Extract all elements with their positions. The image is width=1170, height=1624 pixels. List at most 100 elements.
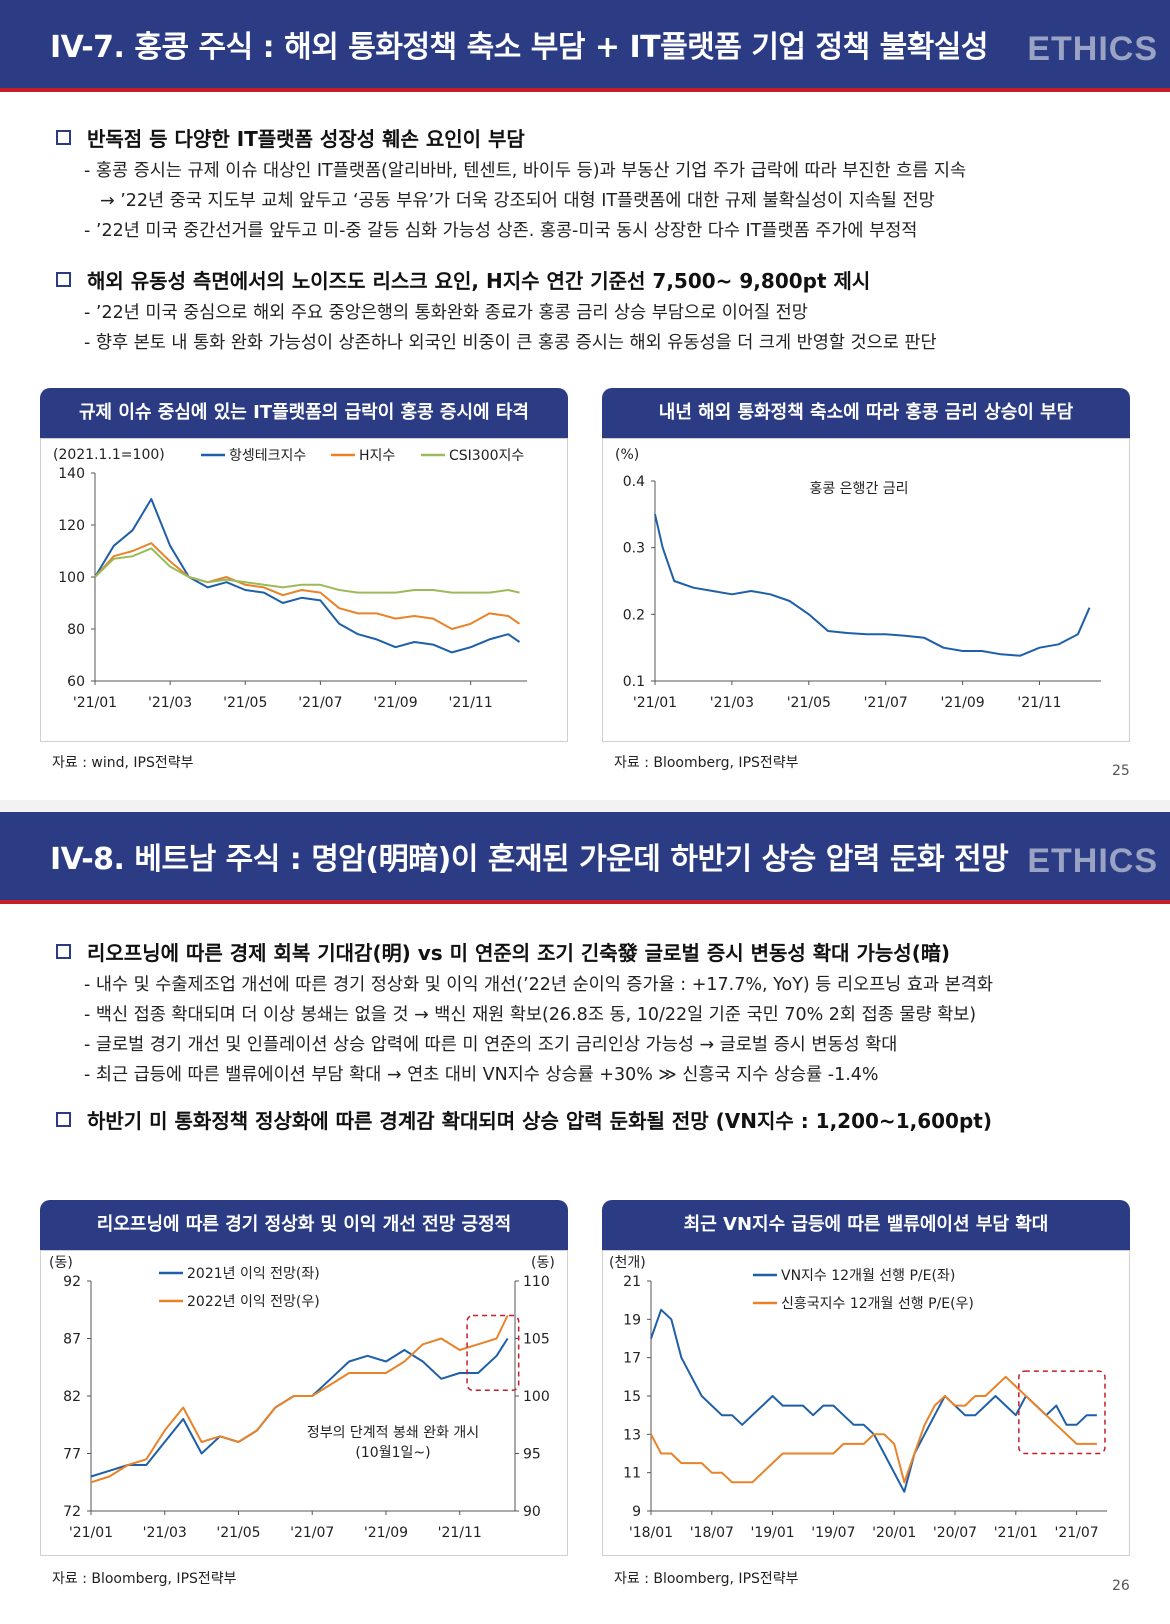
y-tick-label: 13 bbox=[623, 1427, 641, 1443]
bullet-item: - 홍콩 증시는 규제 이슈 대상인 IT플랫폼(알리바바, 텐센트, 바이두 … bbox=[84, 161, 967, 181]
chart-box: 0.1 0.2 0.3 0.4 '21/01 '21/03 '21/05 '21/07 '21/… bbox=[602, 438, 1130, 742]
bullet-item: - 글로벌 경기 개선 및 인플레이션 상승 압력에 따른 미 연준의 조기 금… bbox=[84, 1035, 898, 1055]
header-divider bbox=[0, 88, 1170, 92]
x-tick-label: '21/01 bbox=[633, 695, 677, 711]
y-tick-label-right: 105 bbox=[523, 1332, 550, 1348]
x-tick-label: '18/01 bbox=[629, 1525, 673, 1541]
legend-label: 신흥국지수 12개월 선행 P/E(우) bbox=[781, 1296, 974, 1312]
chart-hk-interbank-rate: 0.1 0.2 0.3 0.4 '21/01 '21/03 '21/05 '21/07 '21/… bbox=[615, 447, 1101, 711]
chart-title: 최근 VN지수 급등에 따른 밸류에이션 부담 확대 bbox=[602, 1200, 1130, 1250]
chart-panel-hk-rate: 내년 해외 통화정책 축소에 따라 홍콩 금리 상승이 부담 0.1 0.2 0.3… bbox=[602, 388, 1130, 742]
chart-annotation: 홍콩 은행간 금리 bbox=[809, 481, 908, 497]
page-title: IV-8. 베트남 주식 : 명암(明暗)이 혼재된 가운데 하반기 상승 압력… bbox=[50, 842, 1009, 877]
bullet-item: - 최근 급등에 따른 밸류에이션 부담 확대 → 연초 대비 VN지수 상승률… bbox=[84, 1065, 879, 1085]
chart-box: 60 80 100 120 140 '21/01 '21/03 '21/05 '21/07 '21… bbox=[40, 438, 568, 742]
series-line-2 bbox=[90, 1315, 509, 1484]
series-line-3 bbox=[94, 547, 520, 594]
bullet-item: - ’22년 미국 중심으로 해외 주요 중앙은행의 통화완화 종료가 홍콩 금… bbox=[84, 303, 808, 323]
y-tick-label: 87 bbox=[63, 1332, 81, 1348]
chart-panel-vn-pe: 최근 VN지수 급등에 따른 밸류에이션 부담 확대 9 11 13 15 17 19 21… bbox=[602, 1200, 1130, 1556]
y-unit-label: (2021.1.1=100) bbox=[53, 447, 165, 463]
y-tick-label: 21 bbox=[623, 1274, 641, 1290]
chart-box: 72 77 82 87 92 90 95 100 105 110 '21/01 '21/03 '21/0… bbox=[40, 1250, 568, 1556]
bullet-heading: 반독점 등 다양한 IT플랫폼 성장성 훼손 요인이 부담 bbox=[56, 122, 1136, 156]
y-tick-label-right: 90 bbox=[523, 1504, 541, 1520]
legend-label: VN지수 12개월 선행 P/E(좌) bbox=[781, 1268, 955, 1284]
bullet-heading: 하반기 미 통화정책 정상화에 따른 경계감 확대되며 상승 압력 둔화될 전망… bbox=[56, 1104, 1136, 1138]
bullet-item: → ’22년 중국 지도부 교체 앞두고 ‘공동 부유’가 더욱 강조되어 대형… bbox=[100, 191, 935, 211]
series-line-1 bbox=[94, 498, 521, 654]
bullet-item: - ’22년 미국 중간선거를 앞두고 미-중 갈등 심화 가능성 상존. 홍콩… bbox=[84, 221, 918, 241]
chart-annotation: (10월1일~) bbox=[355, 1445, 430, 1461]
x-tick-label: '21/07 bbox=[1054, 1525, 1098, 1541]
chart-source: 자료 : Bloomberg, IPS전략부 bbox=[614, 755, 799, 771]
legend-label: 2021년 이익 전망(좌) bbox=[187, 1266, 320, 1282]
y-tick-label: 0.1 bbox=[623, 674, 645, 690]
x-tick-label: '21/05 bbox=[216, 1525, 260, 1541]
series-line-2 bbox=[94, 542, 521, 630]
x-tick-label: '21/07 bbox=[298, 695, 342, 711]
chart-box: 9 11 13 15 17 19 21 '18/01 '18/07 '19/01 '19/07 '20… bbox=[602, 1250, 1130, 1556]
x-tick-label: '21/03 bbox=[143, 1525, 187, 1541]
page-number: 26 bbox=[1112, 1578, 1130, 1594]
y-tick-label: 100 bbox=[58, 570, 85, 586]
chart-vn-forward-pe: 9 11 13 15 17 19 21 '18/01 '18/07 '19/01 '19/07 '20… bbox=[609, 1255, 1107, 1541]
bullet-item: - 내수 및 수출제조업 개선에 따른 경기 정상화 및 이익 개선(’22년 … bbox=[84, 975, 993, 995]
y-tick-label: 0.2 bbox=[623, 607, 645, 623]
y-tick-label: 0.3 bbox=[623, 541, 645, 557]
checkbox-bullet-icon bbox=[56, 272, 71, 287]
y-tick-label-right: 95 bbox=[523, 1447, 541, 1463]
chart-hk-indices: 60 80 100 120 140 '21/01 '21/03 '21/05 '21/07 '21… bbox=[53, 447, 527, 711]
x-tick-label: '19/01 bbox=[750, 1525, 794, 1541]
x-tick-label: '21/07 bbox=[290, 1525, 334, 1541]
x-tick-label: '21/05 bbox=[787, 695, 831, 711]
y-tick-label: 9 bbox=[632, 1504, 641, 1520]
y-tick-label-right: 100 bbox=[523, 1389, 550, 1405]
x-tick-label: '21/11 bbox=[438, 1525, 482, 1541]
page-number: 25 bbox=[1112, 763, 1130, 779]
brand-logo: ETHICS bbox=[1027, 842, 1158, 880]
chart-panel-hk-stocks: 규제 이슈 중심에 있는 IT플랫폼의 급락이 홍콩 증시에 타격 60 80 10… bbox=[40, 388, 568, 742]
bullet-heading: 리오프닝에 따른 경제 회복 기대감(明) vs 미 연준의 조기 긴축發 글로… bbox=[56, 936, 1136, 970]
bullet-item: - 백신 접종 확대되며 더 이상 봉쇄는 없을 것 → 백신 재원 확보(26… bbox=[84, 1005, 977, 1025]
y-tick-label: 0.4 bbox=[623, 474, 645, 490]
x-tick-label: '21/05 bbox=[223, 695, 267, 711]
y-tick-label: 82 bbox=[63, 1389, 81, 1405]
y-tick-label: 140 bbox=[58, 466, 85, 482]
x-tick-label: '21/01 bbox=[69, 1525, 113, 1541]
legend-label: CSI300지수 bbox=[449, 448, 524, 464]
x-tick-label: '21/03 bbox=[710, 695, 754, 711]
x-tick-label: '20/07 bbox=[933, 1525, 977, 1541]
y-tick-label: 80 bbox=[67, 622, 85, 638]
y-tick-label: 11 bbox=[623, 1466, 641, 1482]
y-unit-label-right: (동) bbox=[531, 1255, 555, 1271]
x-tick-label: '20/01 bbox=[872, 1525, 916, 1541]
y-tick-label: 72 bbox=[63, 1504, 81, 1520]
x-tick-label: '21/09 bbox=[373, 695, 417, 711]
y-tick-label-right: 110 bbox=[523, 1274, 550, 1290]
bullet-section: 리오프닝에 따른 경제 회복 기대감(明) vs 미 연준의 조기 긴축發 글로… bbox=[56, 936, 1136, 1138]
legend-label: H지수 bbox=[359, 448, 395, 464]
series-line-1 bbox=[90, 1337, 509, 1478]
checkbox-bullet-icon bbox=[56, 944, 71, 959]
series-line-1 bbox=[654, 514, 1091, 657]
chart-source: 자료 : wind, IPS전략부 bbox=[52, 755, 194, 771]
x-tick-label: '21/11 bbox=[1017, 695, 1061, 711]
legend-label: 2022년 이익 전망(우) bbox=[187, 1294, 320, 1310]
y-tick-label: 15 bbox=[623, 1389, 641, 1405]
checkbox-bullet-icon bbox=[56, 1112, 71, 1127]
header-divider bbox=[0, 900, 1170, 904]
bullet-heading: 해외 유동성 측면에서의 노이즈도 리스크 요인, H지수 연간 기준선 7,5… bbox=[56, 264, 1136, 298]
x-tick-label: '21/01 bbox=[73, 695, 117, 711]
bullet-section: 반독점 등 다양한 IT플랫폼 성장성 훼손 요인이 부담 - 홍콩 증시는 규… bbox=[56, 122, 1136, 358]
chart-annotation: 정부의 단계적 봉쇄 완화 개시 bbox=[307, 1425, 479, 1441]
slide-25: IV-7. 홍콩 주식 : 해외 통화정책 축소 부담 + IT플랫폼 기업 정… bbox=[0, 0, 1170, 800]
chart-title: 내년 해외 통화정책 축소에 따라 홍콩 금리 상승이 부담 bbox=[602, 388, 1130, 438]
y-tick-label: 19 bbox=[623, 1312, 641, 1328]
chart-title: 규제 이슈 중심에 있는 IT플랫폼의 급락이 홍콩 증시에 타격 bbox=[40, 388, 568, 438]
x-tick-label: '21/03 bbox=[148, 695, 192, 711]
y-tick-label: 120 bbox=[58, 518, 85, 534]
y-unit-label-left: (동) bbox=[49, 1255, 73, 1271]
highlight-box bbox=[466, 1314, 520, 1391]
chart-vn-earnings-forecast: 72 77 82 87 92 90 95 100 105 110 '21/01 '21/03 '21/0… bbox=[49, 1255, 555, 1541]
